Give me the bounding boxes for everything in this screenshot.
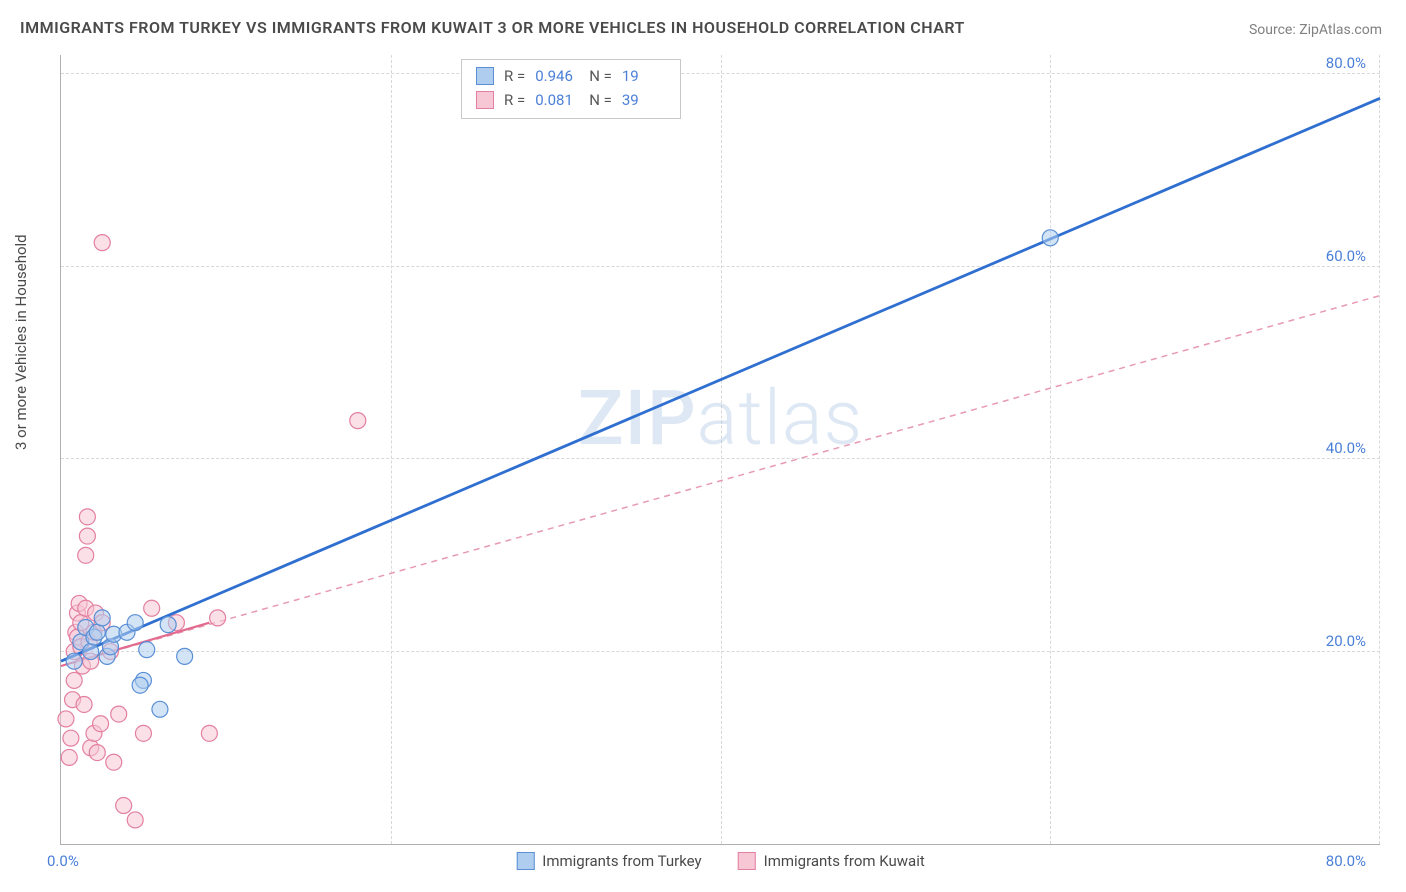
x-tick-max: 80.0% [1326,852,1366,870]
swatch-kuwait-icon [738,852,756,870]
stats-row-turkey: R = 0.946 N = 19 [476,64,666,88]
y-axis-label: 3 or more Vehicles in Household [12,234,30,450]
legend-label: Immigrants from Turkey [542,852,701,870]
correlation-chart: IMMIGRANTS FROM TURKEY VS IMMIGRANTS FRO… [0,0,1406,892]
swatch-turkey [476,67,494,85]
scatter-svg [61,55,1380,844]
stats-row-kuwait: R = 0.081 N = 39 [476,88,666,112]
swatch-turkey-icon [516,852,534,870]
legend-item-kuwait: Immigrants from Kuwait [738,852,925,870]
swatch-kuwait [476,91,494,109]
stats-legend: R = 0.946 N = 19 R = 0.081 N = 39 [461,59,681,119]
chart-title: IMMIGRANTS FROM TURKEY VS IMMIGRANTS FRO… [20,18,965,37]
x-tick-min: 0.0% [47,852,79,870]
legend-label: Immigrants from Kuwait [764,852,925,870]
legend-item-turkey: Immigrants from Turkey [516,852,701,870]
source-label: Source: ZipAtlas.com [1249,22,1382,38]
plot-area: 20.0% 40.0% 60.0% 80.0% 0.0% 80.0% ZIPat… [60,55,1380,845]
series-legend: Immigrants from Turkey Immigrants from K… [516,852,925,870]
